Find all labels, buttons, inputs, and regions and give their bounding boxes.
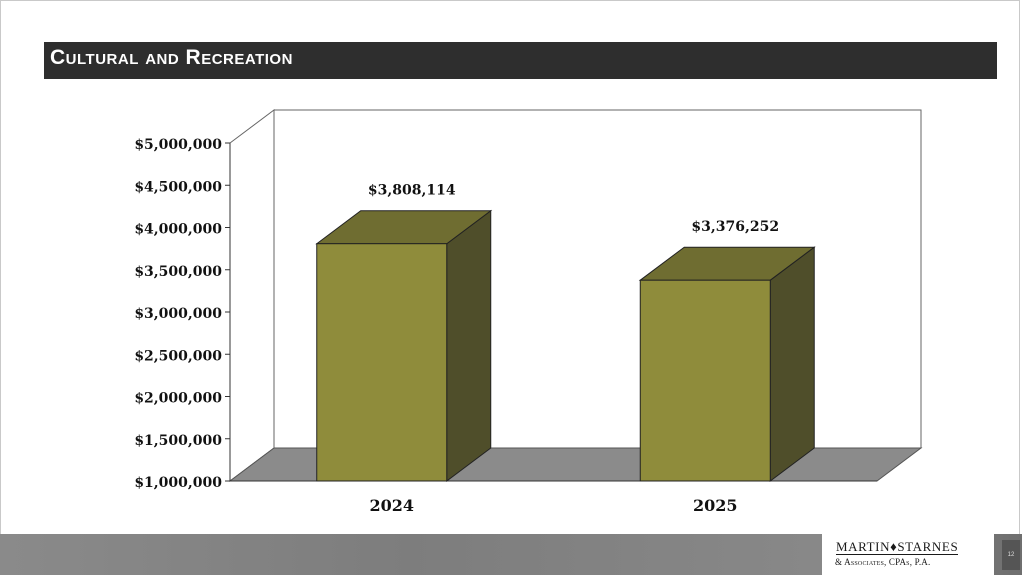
- x-tick-label-2025: 2025: [693, 496, 738, 515]
- bar-2025: [639, 279, 771, 482]
- data-label-2025: $3,376,252: [691, 219, 779, 235]
- logo-subtitle: & Associates, CPAs, P.A.: [835, 557, 931, 567]
- slide-title: Cultural and Recreation: [50, 46, 293, 69]
- firm-logo: MARTIN♦STARNES & Associates, CPAs, P.A.: [822, 533, 994, 575]
- y-tick-label: $2,000,000: [134, 391, 222, 407]
- y-tick-label: $4,000,000: [134, 222, 222, 238]
- y-tick-label: $3,500,000: [134, 264, 222, 280]
- data-label-2024: $3,808,114: [368, 183, 456, 199]
- x-tick-label-2024: 2024: [369, 496, 414, 515]
- y-tick-label: $3,000,000: [134, 306, 222, 322]
- y-tick-label: $5,000,000: [134, 137, 222, 153]
- chart-side-wall: [229, 109, 275, 482]
- logo-name: MARTIN♦STARNES: [836, 539, 959, 555]
- bar-side-2025: [769, 246, 815, 482]
- title-bar: Cultural and Recreation: [44, 42, 997, 79]
- y-tick-label: $1,500,000: [134, 433, 222, 449]
- bar-side-2024: [446, 209, 492, 482]
- bar-2024: [316, 243, 448, 482]
- page-number: 12: [1002, 540, 1020, 570]
- y-tick-label: $4,500,000: [134, 179, 222, 195]
- y-tick-label: $2,500,000: [134, 348, 222, 364]
- y-tick-label: $1,000,000: [134, 475, 222, 491]
